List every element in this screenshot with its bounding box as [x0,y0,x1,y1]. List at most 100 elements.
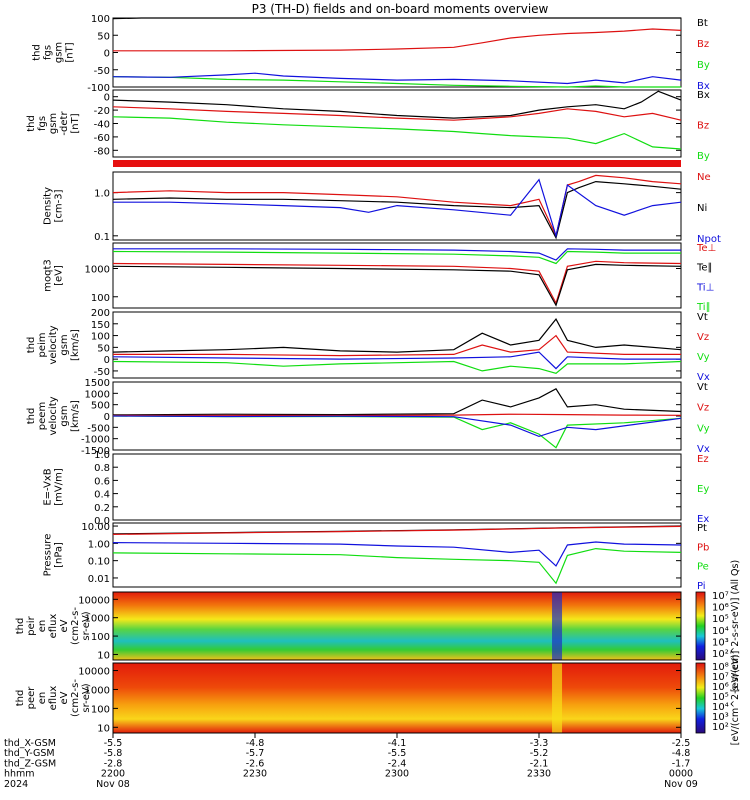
legend-entry: Vz [697,332,709,343]
x-axis-row-label: thd_X-GSM [4,738,56,749]
y-tick-label: -100 [87,83,110,94]
spectrogram-s1 [113,592,681,660]
x-axis-value: -5.2 [530,748,549,759]
spectrogram-feature [552,592,563,660]
colorbar-s2 [695,662,706,734]
quality-flag-bar [113,160,681,167]
y-axis-label: en [37,620,48,633]
y-tick-label: 500 [91,401,110,412]
y-axis-label: moqt3 [43,259,54,292]
x-axis-value: -1.7 [672,758,691,769]
x-axis-row-label: 2024 [4,779,28,790]
y-tick-label: 1000 [85,614,110,625]
y-tick-label: 10.00 [81,522,110,533]
panel-frame [112,522,682,588]
series-Ti∥ [112,250,681,265]
legend-entry: Vt [697,382,708,393]
legend-entry: Ti⊥ [696,282,714,293]
y-axis-label: [nT] [65,42,76,62]
y-tick-label: 0.8 [94,463,110,474]
x-axis-value: -2.8 [104,758,123,769]
legend-entry: Bz [697,121,709,132]
y-axis-label: gsm [48,113,59,134]
y-tick-label: 200 [91,308,110,319]
y-axis-label: Pressure [43,534,54,577]
y-tick-label: -50 [94,66,110,77]
y-tick-label: -1000 [81,435,110,446]
series-Vy [112,415,682,449]
y-axis-label: [km/s] [70,400,81,432]
y-tick-label: -80 [94,146,110,157]
x-axis-value: Nov 09 [664,779,698,790]
y-tick-label: 0.0 [94,516,110,527]
colorbar-tick: 10³ [712,637,729,648]
y-axis-label: fgs [43,45,54,60]
colorbar-tick: 10⁷ [712,672,729,683]
series-Ni [112,180,682,240]
x-axis-value: 2230 [243,769,267,780]
panel-p7: 1.0 0.8 0.6 0.4 0.2 0.0 E=-VxB [mV/m] Ez Ey Ex [43,450,710,527]
y-tick-label: 0.4 [94,490,110,501]
colorbar-tick: 10⁵ [712,614,729,625]
legend-entry: By [697,151,710,162]
series-Vz [113,334,681,357]
colorbar-label: [eV/(cm^2-s-sr-eV)] (All Qs) [730,560,741,692]
x-axis-value: -5.5 [104,738,123,749]
y-tick-label: -50 [94,367,110,378]
x-axis-row-label: hhmm [4,769,35,780]
y-tick-label: 0.1 [94,232,110,243]
y-tick-label: 0 [104,49,110,60]
y-tick-label: 10 [97,650,110,661]
x-axis-value: Nov 08 [96,779,130,790]
series-Te∥ [112,263,682,307]
y-axis-label: velocity [48,396,59,435]
y-tick-label: 50 [97,31,110,42]
colorbar-tick: 10⁶ [712,603,729,614]
series-Vt [112,388,682,416]
x-axis-value: -2.6 [246,758,265,769]
y-axis-label: velocity [48,325,59,364]
series-Vt [112,318,682,353]
y-axis-label: E=-VxB [43,468,54,505]
y-tick-label: 1.0 [94,450,110,461]
colorbar-tick: 10⁵ [712,692,729,703]
spectrogram-feature [552,663,563,733]
y-axis-label: thd [15,618,26,635]
y-tick-label: 100 [91,704,110,715]
x-axis-row-label: thd_Z-GSM [4,758,56,769]
legend-entry: Ne [697,172,711,183]
x-axis-value: -2.1 [530,758,549,769]
y-tick-label: 10000 [78,595,110,606]
x-axis-value: -4.1 [388,738,407,749]
legend-entry: Ey [697,484,709,495]
series-Vy [112,360,682,374]
legend-entry: Bt [697,18,708,29]
series-Bt [112,17,681,20]
panel-frame [112,591,682,661]
y-axis-label: [eV] [54,265,65,286]
y-axis-label: thd [26,337,37,354]
y-axis-label: eflux [48,614,59,639]
y-tick-label: 10000 [78,667,110,678]
legend-entry: Vx [697,444,710,455]
legend-entry: Vy [697,352,710,363]
series-Npot [113,178,682,239]
series-Pi [112,541,682,567]
y-tick-label: 1000 [85,685,110,696]
x-axis-value: -5.8 [104,748,123,759]
colorbar-tick: 10³ [712,712,729,723]
x-axis-value: 2330 [527,769,551,780]
legend-entry: Vy [697,423,710,434]
y-tick-label: -60 [94,133,110,144]
series-By [112,116,682,150]
y-axis-label: peir [26,615,37,635]
y-tick-label: 50 [97,343,110,354]
series-Bx [112,72,682,85]
y-axis-label: (cm2-s- [70,607,81,645]
y-tick-label: 100 [91,332,110,343]
y-tick-label: 1.0 [94,189,110,200]
